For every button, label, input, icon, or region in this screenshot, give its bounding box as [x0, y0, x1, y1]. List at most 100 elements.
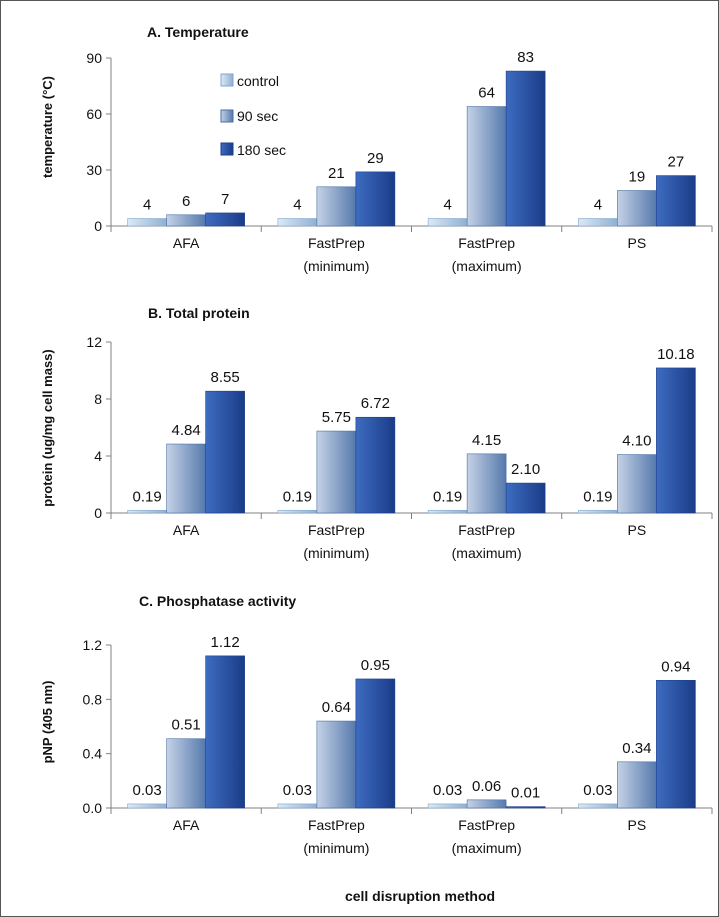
- y-tick-label: 0.4: [83, 746, 103, 762]
- x-tick-label: FastPrep: [458, 817, 515, 833]
- data-label: 4.10: [622, 433, 651, 450]
- y-axis-label: pNP (405 nm): [40, 681, 55, 764]
- bar-control-fastprep-minimum: [278, 804, 317, 808]
- data-label: 29: [367, 150, 384, 167]
- bar-90-sec-fastprep-maximum: [467, 107, 506, 226]
- bar-180-sec-fastprep-minimum: [356, 417, 395, 513]
- bar-90-sec-fastprep-minimum: [317, 187, 356, 226]
- bar-180-sec-fastprep-minimum: [356, 172, 395, 226]
- legend-swatch-90-sec: [221, 110, 233, 122]
- data-label: 4.84: [172, 422, 201, 439]
- data-label: 6: [182, 193, 190, 210]
- bar-90-sec-afa: [167, 444, 206, 513]
- legend-swatch-180-sec: [221, 143, 233, 155]
- y-tick-label: 90: [86, 50, 102, 66]
- data-label: 4: [143, 197, 151, 214]
- bar-90-sec-ps: [617, 455, 656, 513]
- bar-90-sec-afa: [167, 739, 206, 808]
- data-label: 4.15: [472, 432, 501, 449]
- x-tick-label: (minimum): [303, 840, 369, 856]
- data-label: 0.01: [511, 785, 540, 802]
- bar-180-sec-fastprep-minimum: [356, 679, 395, 808]
- bar-control-fastprep-maximum: [428, 804, 467, 808]
- x-tick-label: FastPrep: [308, 522, 365, 538]
- bar-control-fastprep-minimum: [278, 510, 317, 513]
- data-label: 19: [629, 169, 646, 186]
- x-tick-label: (maximum): [452, 258, 522, 274]
- y-tick-label: 30: [86, 162, 102, 178]
- y-tick-label: 1.2: [83, 637, 103, 653]
- bar-180-sec-fastprep-maximum: [506, 71, 545, 226]
- bar-180-sec-afa: [206, 656, 245, 808]
- data-label: 5.75: [322, 409, 351, 426]
- x-tick-label: FastPrep: [458, 522, 515, 538]
- bar-control-fastprep-maximum: [428, 219, 467, 226]
- x-axis-label: cell disruption method: [345, 888, 495, 904]
- bar-180-sec-ps: [656, 680, 695, 808]
- x-tick-label: FastPrep: [458, 235, 515, 251]
- data-label: 2.10: [511, 461, 540, 478]
- panel-title: C. Phosphatase activity: [139, 593, 296, 609]
- bar-90-sec-fastprep-maximum: [467, 454, 506, 513]
- y-tick-label: 0.0: [83, 800, 103, 816]
- data-label: 0.19: [433, 488, 462, 505]
- data-label: 27: [668, 154, 685, 171]
- data-label: 1.12: [211, 634, 240, 651]
- bar-control-ps: [578, 804, 617, 808]
- data-label: 0.19: [133, 488, 162, 505]
- data-label: 4: [293, 197, 301, 214]
- data-label: 0.06: [472, 778, 501, 795]
- x-tick-label: PS: [628, 235, 647, 251]
- y-tick-label: 12: [86, 334, 102, 350]
- data-label: 64: [478, 85, 495, 102]
- data-label: 0.95: [361, 657, 390, 674]
- bar-control-afa: [128, 510, 167, 513]
- x-tick-label: (minimum): [303, 545, 369, 561]
- bar-control-ps: [578, 219, 617, 226]
- x-tick-label: FastPrep: [308, 817, 365, 833]
- data-label: 4: [443, 197, 451, 214]
- data-label: 83: [517, 49, 534, 66]
- data-label: 4: [594, 197, 602, 214]
- data-label: 8.55: [211, 369, 240, 386]
- x-tick-label: FastPrep: [308, 235, 365, 251]
- panel-title: A. Temperature: [147, 24, 249, 40]
- y-tick-label: 60: [86, 106, 102, 122]
- data-label: 10.18: [657, 346, 695, 363]
- data-label: 21: [328, 165, 345, 182]
- legend-label-control: control: [237, 73, 279, 89]
- data-label: 0.03: [133, 782, 162, 799]
- bar-control-afa: [128, 804, 167, 808]
- bar-180-sec-afa: [206, 213, 245, 226]
- bar-control-fastprep-maximum: [428, 510, 467, 513]
- x-tick-label: PS: [628, 522, 647, 538]
- data-label: 7: [221, 191, 229, 208]
- data-label: 0.19: [283, 488, 312, 505]
- data-label: 6.72: [361, 395, 390, 412]
- bar-180-sec-ps: [656, 368, 695, 513]
- data-label: 0.34: [622, 740, 651, 757]
- y-axis-label: temperature (°C): [40, 76, 55, 178]
- legend-label-90-sec: 90 sec: [237, 108, 278, 124]
- bar-180-sec-fastprep-maximum: [506, 807, 545, 808]
- y-tick-label: 0: [94, 218, 102, 234]
- legend: control 90 sec 180 sec: [221, 73, 286, 158]
- y-tick-label: 0: [94, 505, 102, 521]
- x-tick-label: (minimum): [303, 258, 369, 274]
- bar-90-sec-fastprep-maximum: [467, 800, 506, 808]
- x-tick-label: (maximum): [452, 840, 522, 856]
- bar-90-sec-fastprep-minimum: [317, 721, 356, 808]
- bar-180-sec-fastprep-maximum: [506, 483, 545, 513]
- bar-180-sec-ps: [656, 176, 695, 226]
- data-label: 0.03: [283, 782, 312, 799]
- bar-90-sec-ps: [617, 191, 656, 226]
- x-tick-label: AFA: [173, 522, 200, 538]
- y-tick-label: 4: [94, 448, 102, 464]
- y-axis-label: protein (ug/mg cell mass): [40, 349, 55, 506]
- bar-90-sec-fastprep-minimum: [317, 431, 356, 513]
- data-label: 0.64: [322, 699, 351, 716]
- legend-swatch-control: [221, 74, 233, 86]
- data-label: 0.03: [433, 782, 462, 799]
- x-tick-label: (maximum): [452, 545, 522, 561]
